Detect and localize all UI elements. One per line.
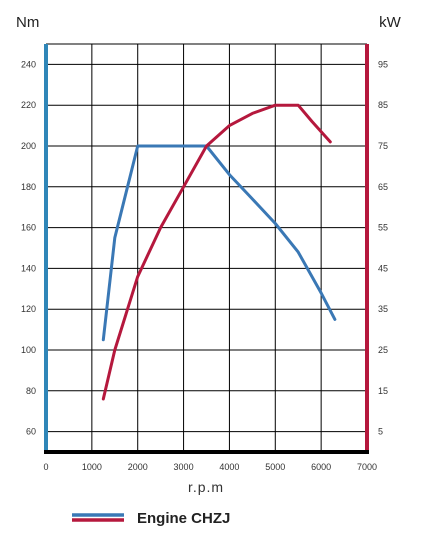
right-tick-label: 75 bbox=[378, 141, 388, 151]
x-tick-label: 6000 bbox=[311, 462, 331, 472]
right-tick-label: 95 bbox=[378, 59, 388, 69]
right-tick-label: 35 bbox=[378, 304, 388, 314]
series-lines bbox=[101, 103, 337, 401]
right-tick-label: 25 bbox=[378, 345, 388, 355]
left-tick-label: 160 bbox=[21, 223, 36, 233]
legend-label: Engine CHZJ bbox=[137, 510, 230, 527]
left-tick-label: 180 bbox=[21, 182, 36, 192]
left-tick-label: 60 bbox=[26, 427, 36, 437]
left-axis-ticks: 60 80 100 120 140 160 180 200 220 240 bbox=[21, 59, 36, 436]
left-tick-label: 100 bbox=[21, 345, 36, 355]
torque-curve-line bbox=[101, 144, 337, 342]
left-tick-label: 220 bbox=[21, 100, 36, 110]
right-axis-unit: kW bbox=[379, 14, 402, 31]
right-axis-ticks: 5 15 25 35 45 55 65 75 85 95 bbox=[378, 59, 388, 436]
x-tick-label: 0 bbox=[43, 462, 48, 472]
left-tick-label: 240 bbox=[21, 59, 36, 69]
left-tick-label: 200 bbox=[21, 141, 36, 151]
right-tick-label: 5 bbox=[378, 427, 383, 437]
grid-lines bbox=[46, 43, 367, 452]
left-axis-unit: Nm bbox=[16, 14, 39, 31]
x-axis-ticks: 0 1000 2000 3000 4000 5000 6000 7000 bbox=[43, 462, 377, 472]
x-tick-label: 2000 bbox=[128, 462, 148, 472]
left-tick-label: 140 bbox=[21, 263, 36, 273]
right-tick-label: 65 bbox=[378, 182, 388, 192]
power-curve-line bbox=[101, 103, 332, 401]
x-tick-label: 4000 bbox=[219, 462, 239, 472]
right-tick-label: 15 bbox=[378, 386, 388, 396]
x-axis-label: r.p.m bbox=[188, 479, 224, 495]
x-tick-label: 1000 bbox=[82, 462, 102, 472]
x-tick-label: 7000 bbox=[357, 462, 377, 472]
right-tick-label: 45 bbox=[378, 263, 388, 273]
right-tick-label: 55 bbox=[378, 223, 388, 233]
x-tick-label: 3000 bbox=[174, 462, 194, 472]
right-tick-label: 85 bbox=[378, 100, 388, 110]
x-tick-label: 5000 bbox=[265, 462, 285, 472]
left-tick-label: 120 bbox=[21, 304, 36, 314]
left-tick-label: 80 bbox=[26, 386, 36, 396]
